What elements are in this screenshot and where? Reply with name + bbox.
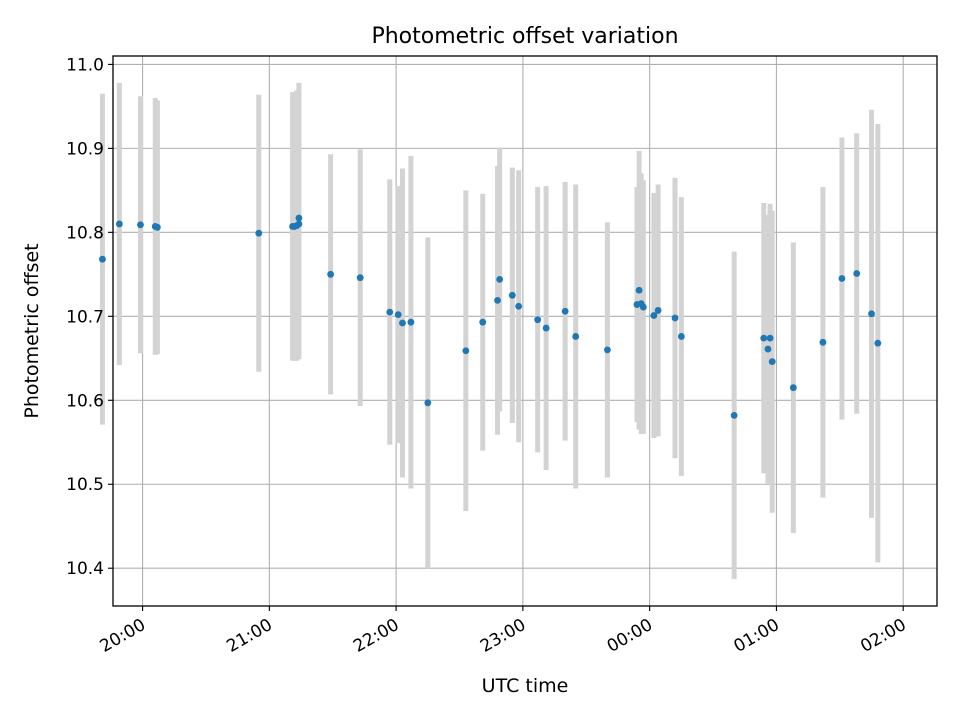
data-point xyxy=(760,334,768,342)
data-point xyxy=(838,275,846,282)
y-axis-ticks: 10.4 10.5 10.6 10.7 10.8 10.9 11.0 xyxy=(66,55,113,579)
data-point xyxy=(424,399,432,407)
data-point xyxy=(654,307,662,314)
grid-lines xyxy=(113,56,937,606)
y-tick-label: 10.7 xyxy=(66,307,104,327)
data-points xyxy=(99,214,882,419)
data-point xyxy=(572,333,580,340)
data-point xyxy=(874,339,882,347)
y-tick-label: 10.8 xyxy=(66,223,104,243)
data-point xyxy=(534,316,542,324)
y-tick-label: 11.0 xyxy=(66,55,104,75)
data-point xyxy=(819,338,827,346)
data-point xyxy=(137,221,144,229)
data-point xyxy=(677,333,685,340)
data-point xyxy=(356,274,364,282)
y-tick-label: 10.9 xyxy=(66,139,104,159)
data-point xyxy=(327,270,335,278)
data-point xyxy=(764,345,772,353)
data-point xyxy=(99,255,106,263)
data-point xyxy=(542,324,550,332)
data-point xyxy=(479,318,487,326)
data-point xyxy=(789,384,797,392)
data-point xyxy=(386,308,394,316)
data-point xyxy=(255,229,263,237)
data-point xyxy=(394,311,402,319)
y-axis-label: Photometric offset xyxy=(21,243,43,418)
x-axis-label: UTC time xyxy=(482,675,569,697)
data-point xyxy=(766,334,774,342)
data-point xyxy=(153,223,161,231)
data-point xyxy=(399,319,406,327)
data-point xyxy=(515,302,523,310)
data-point xyxy=(635,286,643,294)
data-point xyxy=(494,296,501,304)
data-point xyxy=(295,220,303,228)
y-tick-label: 10.4 xyxy=(66,559,104,579)
data-point xyxy=(295,214,303,222)
data-point xyxy=(115,220,123,228)
plot-area-frame xyxy=(112,55,938,607)
y-tick-label: 10.5 xyxy=(66,475,104,495)
data-point xyxy=(868,310,875,318)
data-point xyxy=(671,314,679,322)
data-point xyxy=(462,347,470,355)
chart-title: Photometric offset variation xyxy=(371,24,678,49)
data-point xyxy=(650,312,658,319)
data-point xyxy=(768,358,776,366)
y-tick-label: 10.6 xyxy=(66,391,104,411)
data-point xyxy=(508,291,516,299)
data-point xyxy=(853,270,861,277)
data-point xyxy=(639,303,647,311)
data-point xyxy=(496,275,504,283)
data-point xyxy=(604,346,611,354)
data-point xyxy=(730,411,738,419)
data-point xyxy=(561,307,569,315)
data-point xyxy=(407,318,415,326)
